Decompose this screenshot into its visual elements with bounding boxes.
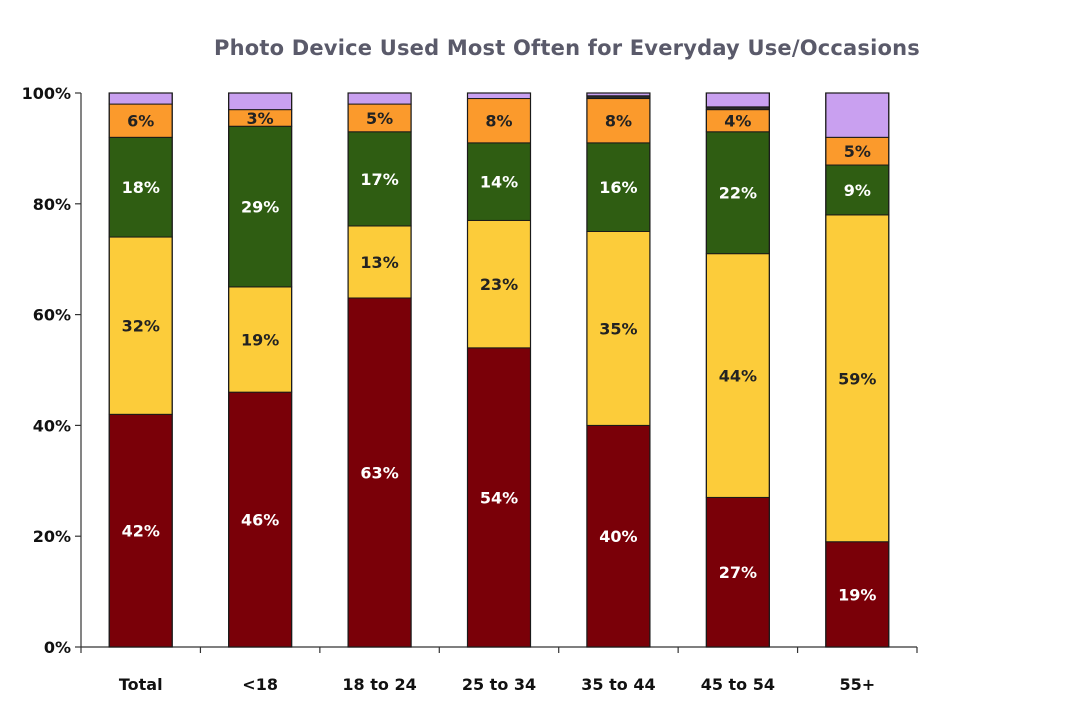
bar-segment <box>108 236 173 415</box>
data-label: 29% <box>241 198 279 217</box>
data-label: 13% <box>360 253 398 272</box>
data-label: 22% <box>719 184 757 203</box>
data-label: 19% <box>838 585 876 604</box>
bar-outline <box>228 92 293 648</box>
data-label: 9% <box>844 181 871 200</box>
data-label: 42% <box>122 522 160 541</box>
data-label: 44% <box>719 367 757 386</box>
data-label: 17% <box>360 170 398 189</box>
bar-outline <box>586 92 651 648</box>
bar-segment <box>347 297 412 648</box>
data-label: 16% <box>599 178 637 197</box>
bar-segment <box>228 391 293 648</box>
bar-segment <box>467 92 531 100</box>
bar-segment <box>586 424 651 648</box>
y-tick-label: 20% <box>33 527 71 546</box>
x-category-label: Total <box>119 675 163 694</box>
data-label: 54% <box>480 488 518 507</box>
x-category-label: 35 to 44 <box>581 675 655 694</box>
bar-outline <box>108 92 173 648</box>
data-label: 27% <box>719 563 757 582</box>
bar-segment <box>347 225 412 299</box>
bar-segment <box>347 92 412 105</box>
bar-outline <box>347 92 412 648</box>
bar-segment <box>467 347 531 648</box>
bar-segment <box>108 92 173 105</box>
data-label: 5% <box>844 142 871 161</box>
data-label: 46% <box>241 511 279 530</box>
bar-segment <box>705 92 770 108</box>
bar-segment <box>228 286 293 393</box>
bar-segment <box>228 92 293 111</box>
y-tick-label: 80% <box>33 195 71 214</box>
bar-segment <box>467 98 531 144</box>
x-category-label: 25 to 34 <box>462 675 536 694</box>
data-label: 19% <box>241 331 279 350</box>
y-tick-label: 60% <box>33 306 71 325</box>
chart-title: Photo Device Used Most Often for Everyda… <box>213 36 921 60</box>
x-category-label: 45 to 54 <box>701 675 775 694</box>
bar-segment <box>108 136 173 238</box>
y-tick-label: 0% <box>44 638 71 657</box>
data-label: 40% <box>599 527 637 546</box>
data-label: 8% <box>605 112 632 131</box>
data-label: 4% <box>724 112 751 131</box>
chart-data-labels: 42% 32% 18% 6% 46% 19% 29% 3% 63% 13% 17% 5% 54% 23% 1… <box>122 109 877 604</box>
data-label: 14% <box>480 173 518 192</box>
data-label: 18% <box>122 178 160 197</box>
data-label: 32% <box>122 317 160 336</box>
bar-outline <box>705 92 770 648</box>
data-label: 8% <box>485 112 512 131</box>
data-label: 59% <box>838 369 876 388</box>
chart-bars <box>108 92 890 648</box>
x-category-label: <18 <box>242 675 278 694</box>
bar-segment <box>228 125 293 288</box>
bar-segment <box>825 92 890 138</box>
bar-segment <box>586 231 651 426</box>
x-category-label: 18 to 24 <box>342 675 416 694</box>
bar-outline <box>825 92 890 648</box>
data-label: 6% <box>127 112 154 131</box>
data-label: 63% <box>360 463 398 482</box>
data-label: 23% <box>480 275 518 294</box>
data-label: 5% <box>366 109 393 128</box>
y-tick-label: 100% <box>22 84 71 103</box>
data-label: 35% <box>599 319 637 338</box>
x-category-label: 55+ <box>839 675 875 694</box>
bar-outline <box>466 92 532 648</box>
bar-segment <box>705 253 770 498</box>
y-tick-label: 40% <box>33 416 71 435</box>
data-label: 3% <box>247 109 274 128</box>
